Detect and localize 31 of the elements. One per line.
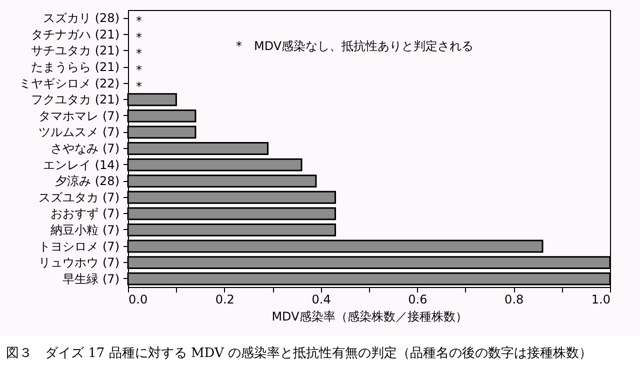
x-tick-label: 0.8 — [504, 292, 524, 306]
y-tick-label: たまうらら (21) — [31, 60, 120, 74]
y-tick-label: スズカリ (28) — [43, 11, 120, 26]
annotation: * MDV感染なし、抵抗性ありと判定される — [236, 39, 474, 53]
y-tick-label: 早生緑 (7) — [62, 272, 120, 286]
y-tick-label: おおすず (7) — [50, 206, 120, 221]
y-tick-label: ミヤギシロメ (22) — [19, 76, 120, 90]
x-tick-label: 1.0 — [591, 292, 610, 306]
data-label: * — [136, 14, 142, 28]
y-tick-label: スズユタカ (7) — [38, 190, 120, 204]
x-tick-label: 0.6 — [408, 292, 428, 306]
y-tick-label: さやなみ (7) — [50, 142, 120, 156]
y-tick-label: トヨシロメ (7) — [38, 239, 120, 254]
y-tick-label: タマホマレ (7) — [38, 108, 120, 123]
caption: 図３ ダイズ 17 品種に対する MDV の感染率と抵抗性有無の判定（品種名の後の数字は接種株数） — [5, 345, 593, 362]
x-axis-title: MDV感染率（感染株数／接種株数） — [272, 310, 468, 324]
x-tick-label: 0.0 — [128, 292, 148, 306]
y-tick-label: リュウホウ (7) — [38, 256, 120, 270]
y-tick-label: エンレイ (14) — [43, 158, 120, 172]
data-label: * — [136, 46, 142, 61]
data-label: * — [136, 79, 142, 94]
x-tick-label: 0.2 — [215, 292, 234, 306]
y-tick-label: タチナガハ (21) — [31, 27, 120, 42]
y-tick-label: 夕涼み (28) — [55, 174, 120, 188]
data-label: * — [136, 30, 142, 44]
y-tick-label: 納豆小粒 (7) — [50, 222, 120, 237]
y-tick-label: ツルムスメ (7) — [38, 125, 120, 140]
data-label: * — [136, 63, 142, 78]
y-tick-label: サチユタカ (21) — [31, 44, 120, 58]
y-tick-label: フクユタカ (21) — [31, 92, 120, 107]
x-tick-label: 0.4 — [312, 292, 331, 306]
